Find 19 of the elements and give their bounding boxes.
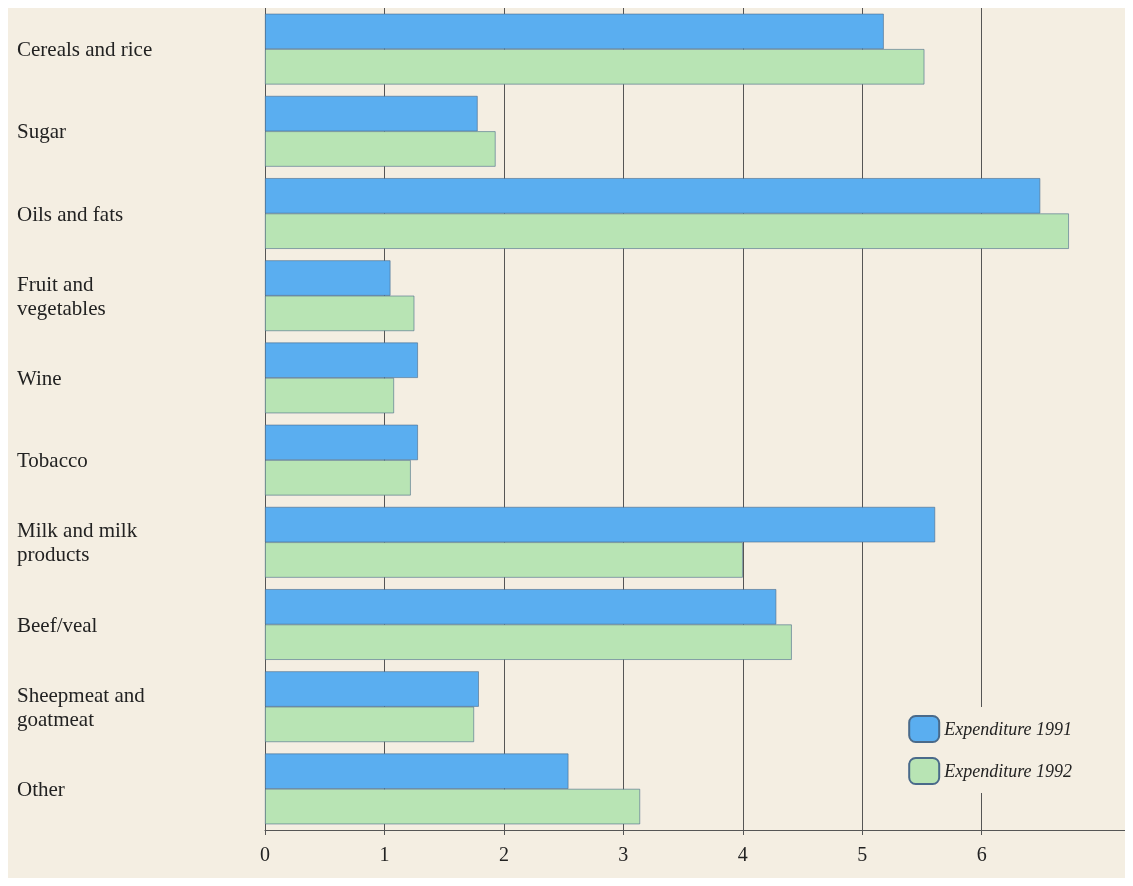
y-tick-label: Other: [17, 776, 65, 801]
x-tick-label: 3: [618, 843, 629, 865]
x-tick-label: 2: [498, 843, 509, 865]
y-tick-label: Milk and milk products: [17, 518, 143, 567]
y-tick-label: Wine: [17, 365, 62, 390]
x-tick-label: 1: [379, 843, 390, 865]
x-tick-label: 6: [976, 843, 987, 865]
y-tick-label: Fruit and vegetables: [17, 271, 106, 320]
x-tick-label: 5: [857, 843, 868, 865]
y-tick-label: Cereals and rice: [17, 37, 153, 62]
x-tick-label: 0: [260, 843, 270, 865]
legend-label: Expenditure 1991: [943, 719, 1073, 739]
y-tick-label: Beef/veal: [17, 612, 98, 637]
y-tick-label: Tobacco: [17, 448, 88, 473]
y-tick-label: Sheepmeat and goatmeat: [17, 682, 150, 731]
x-tick-label: 4: [737, 843, 748, 865]
y-tick-label: Oils and fats: [17, 201, 124, 226]
legend-label: Expenditure 1992: [943, 761, 1073, 781]
y-tick-label: Sugar: [17, 119, 66, 144]
